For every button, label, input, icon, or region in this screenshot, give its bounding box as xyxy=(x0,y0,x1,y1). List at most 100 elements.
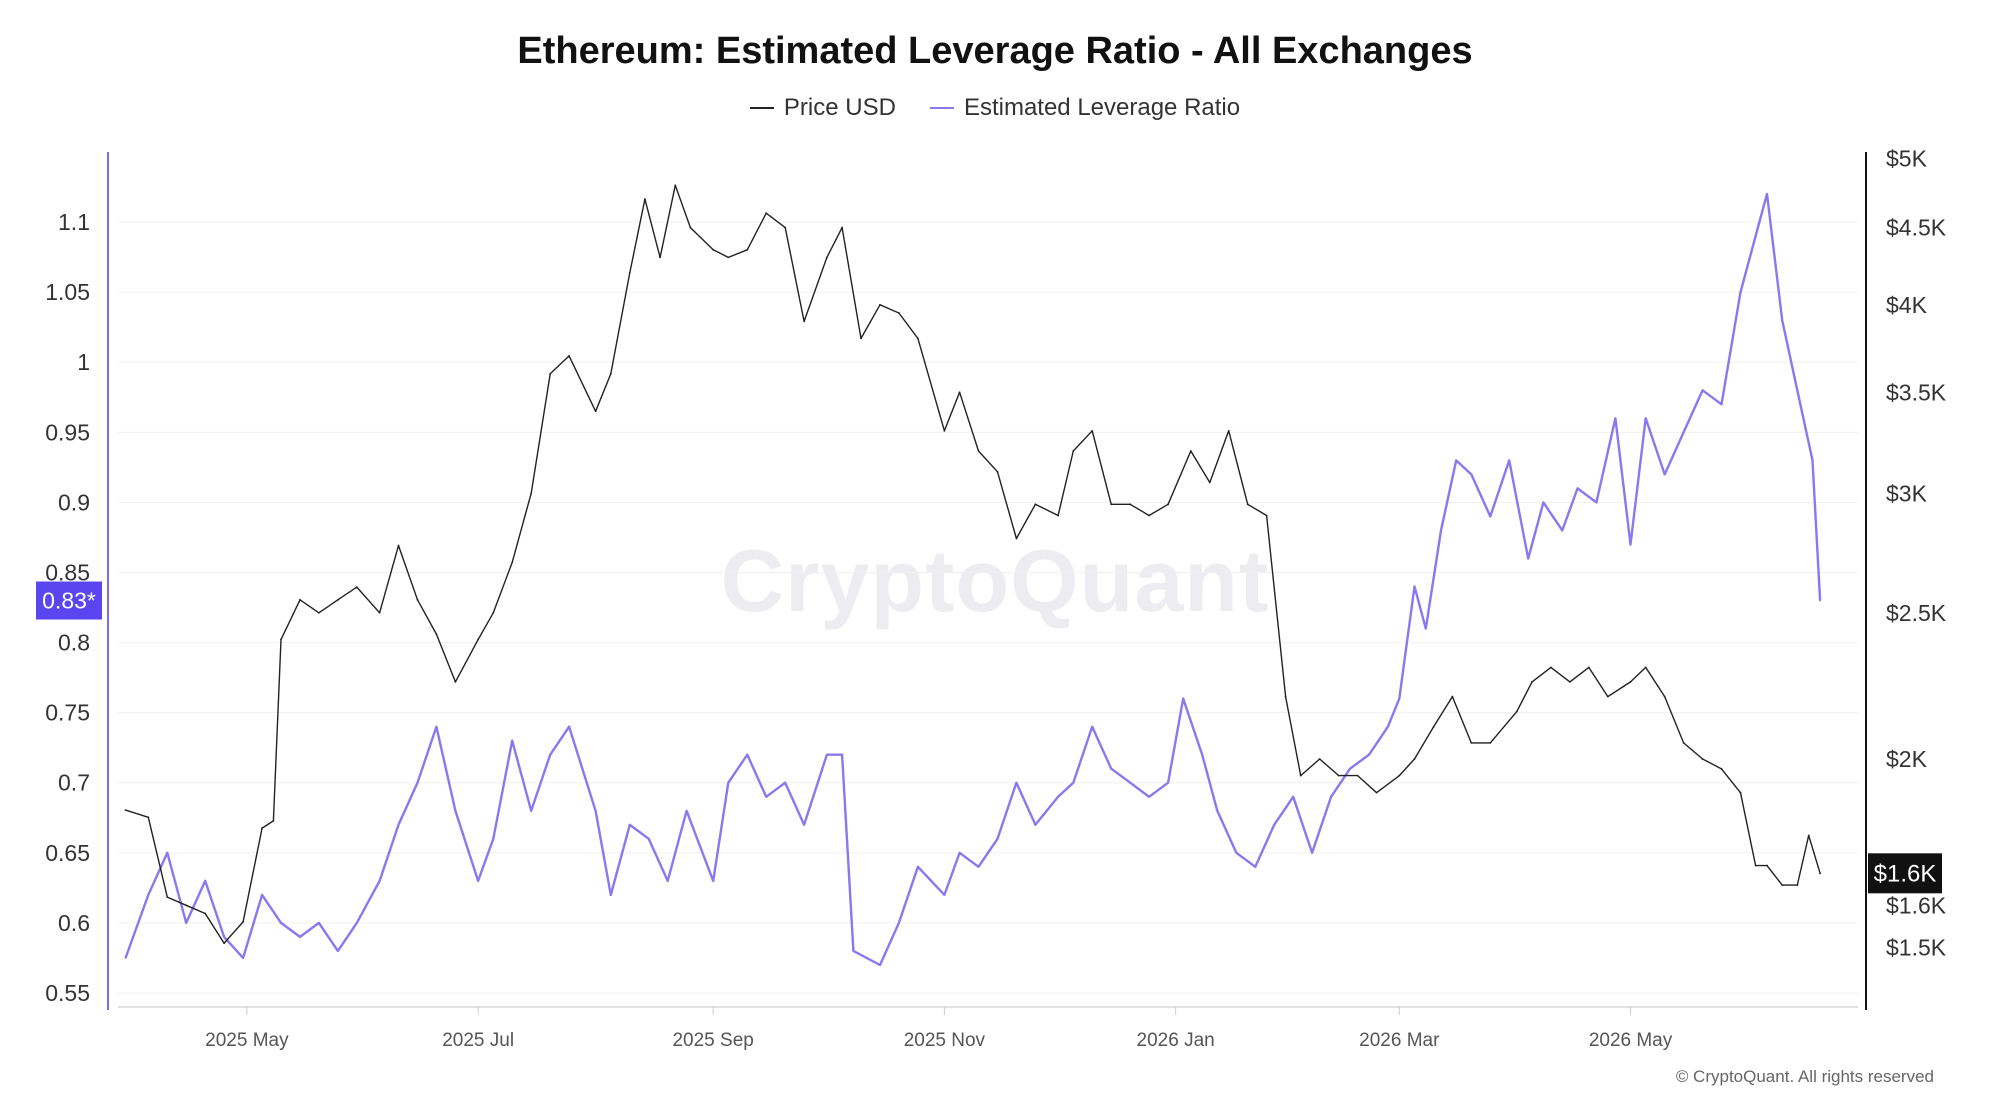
price-point xyxy=(223,942,226,945)
leverage-point xyxy=(803,823,806,826)
x-tick-label: 2025 Sep xyxy=(672,1030,753,1051)
leverage-point xyxy=(1595,501,1598,504)
leverage-point xyxy=(852,950,855,952)
leverage-point xyxy=(1254,865,1257,868)
price-point xyxy=(1110,503,1113,506)
leverage-point xyxy=(609,893,612,896)
price-point xyxy=(1739,791,1742,794)
leverage-point xyxy=(943,893,946,896)
price-point xyxy=(1337,774,1340,777)
leverage-point xyxy=(1819,599,1821,602)
price-point xyxy=(1299,774,1302,777)
leverage-point xyxy=(784,781,787,784)
legend-item-leverage[interactable]: Estimated Leverage Ratio xyxy=(929,94,1240,122)
y-axis-left-ticks: 0.55 0.6 0.65 0.7 0.75 0.8 0.85 0.9 0.95 1 1.05 1.1 xyxy=(45,209,90,1006)
series-price[interactable] xyxy=(124,184,1821,945)
chart-title: Ethereum: Estimated Leverage Ratio - All… xyxy=(517,30,1473,72)
leverage-point xyxy=(397,823,400,826)
leverage-point xyxy=(594,809,597,812)
leverage-point xyxy=(1216,809,1219,812)
leverage-point xyxy=(223,936,226,938)
leverage-point xyxy=(1527,557,1530,560)
leverage-point xyxy=(1034,823,1037,826)
price-point xyxy=(1129,503,1132,506)
price-point xyxy=(185,904,188,907)
leverage-point xyxy=(1311,851,1314,854)
leverage-point xyxy=(1182,697,1185,700)
watermark: CryptoQuant xyxy=(720,531,1270,630)
legend-item-price[interactable]: Price USD xyxy=(749,94,896,122)
leverage-point xyxy=(378,879,381,882)
y-left-tick-label: 1 xyxy=(77,349,90,375)
price-point xyxy=(124,809,127,812)
price-point xyxy=(803,320,806,323)
price-point xyxy=(1644,666,1647,669)
leverage-point xyxy=(1167,781,1169,784)
price-point xyxy=(1265,514,1268,517)
leverage-point xyxy=(1015,781,1018,784)
price-point xyxy=(1587,666,1590,669)
price-point xyxy=(416,598,419,601)
legend-swatch-leverage xyxy=(929,107,954,109)
price-point xyxy=(1754,864,1757,867)
price-point xyxy=(204,912,207,915)
price-point xyxy=(355,586,358,588)
price-point xyxy=(272,819,275,822)
y-left-tick-label: 0.8 xyxy=(58,630,90,656)
price-point xyxy=(943,429,946,432)
leverage-point xyxy=(1508,459,1511,462)
leverage-point xyxy=(712,879,715,882)
leverage-point xyxy=(511,739,514,742)
price-point xyxy=(477,638,480,641)
series-leverage[interactable] xyxy=(124,192,1822,967)
legend-swatch-price xyxy=(749,107,774,109)
x-tick-label: 2026 Mar xyxy=(1359,1030,1440,1051)
leverage-point xyxy=(1614,417,1617,420)
leverage-point xyxy=(242,957,244,959)
leverage-point xyxy=(628,823,631,826)
y-left-tick-label: 0.85 xyxy=(45,559,90,585)
price-point xyxy=(594,410,597,413)
leverage-point xyxy=(1796,389,1799,392)
y-right-tick-label: $3.5K xyxy=(1886,379,1947,405)
price-point xyxy=(659,256,661,259)
leverage-point xyxy=(1148,795,1151,798)
leverage-point xyxy=(530,809,533,812)
leverage-point xyxy=(355,922,358,924)
leverage-point xyxy=(1720,403,1723,406)
leverage-point xyxy=(1561,529,1564,532)
leverage-point xyxy=(147,893,150,896)
price-point xyxy=(568,354,571,357)
leverage-point xyxy=(1057,795,1060,798)
price-point xyxy=(1781,884,1784,887)
leverage-point xyxy=(454,809,457,812)
leverage-point xyxy=(1201,753,1204,756)
price-point xyxy=(1451,695,1454,698)
leverage-point xyxy=(1644,417,1647,420)
price-point xyxy=(1515,710,1518,713)
leverage-point xyxy=(727,781,730,784)
price-point xyxy=(1284,695,1287,698)
leverage-point xyxy=(1330,795,1332,798)
current-price-badge xyxy=(1868,853,1942,894)
price-point xyxy=(1766,864,1768,867)
price-point xyxy=(435,633,438,636)
leverage-point xyxy=(765,795,768,798)
leverage-point xyxy=(1387,725,1389,728)
price-point xyxy=(1375,791,1378,794)
leverage-point xyxy=(1349,767,1351,770)
leverage-point xyxy=(336,950,339,952)
price-point xyxy=(1432,726,1435,728)
leverage-point xyxy=(746,753,749,756)
y-left-tick-label: 0.9 xyxy=(58,489,90,515)
price-point xyxy=(1091,429,1094,432)
price-point xyxy=(1819,872,1821,875)
price-point xyxy=(261,827,263,829)
y-left-tick-label: 0.65 xyxy=(45,840,90,866)
leverage-point xyxy=(1576,487,1579,490)
leverage-point xyxy=(299,936,301,938)
y-axis-right-ticks: $1.5K $1.6K $2K $2.5K $3K $3.5K $4K $4.5K $5K xyxy=(1886,146,1947,961)
y-right-tick-label: $2K xyxy=(1886,746,1928,772)
price-point xyxy=(674,184,677,187)
